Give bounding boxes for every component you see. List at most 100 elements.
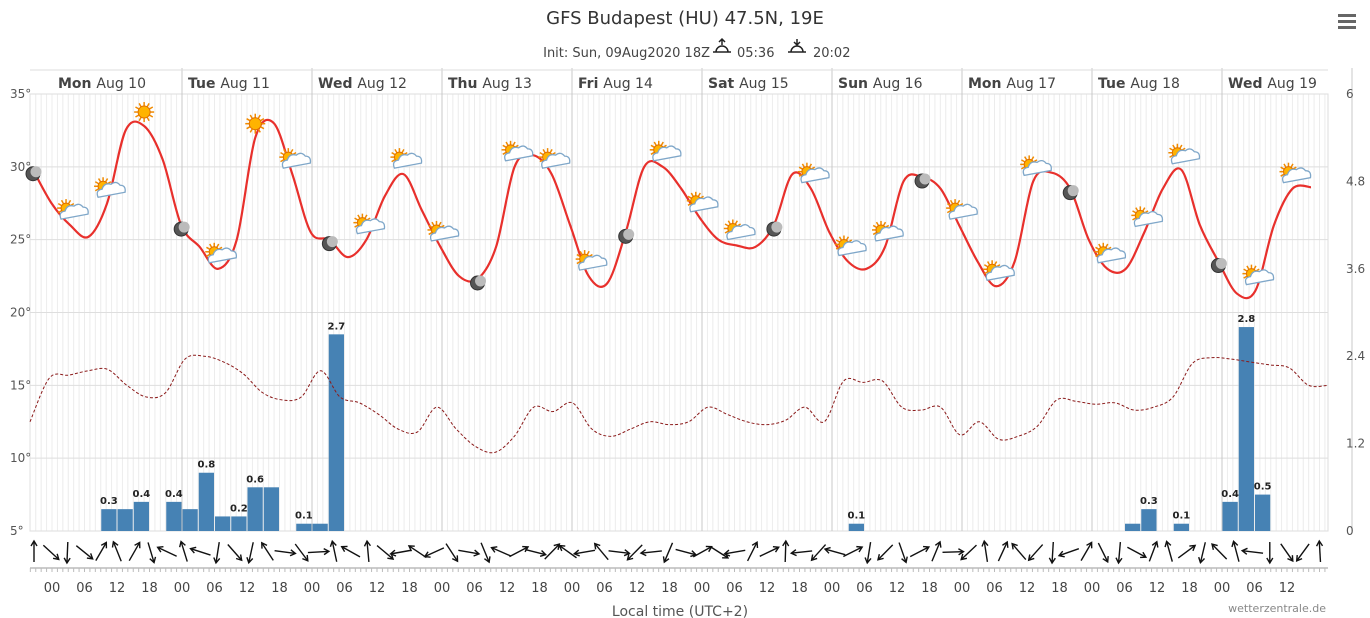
hour-tick-label: 06 — [1246, 581, 1263, 596]
sun-ray — [576, 253, 581, 258]
precip-bar — [848, 523, 864, 531]
wind-head — [329, 539, 337, 547]
wind-shaft — [1280, 543, 1293, 561]
sun-ray — [946, 209, 952, 214]
cloud-shape — [689, 196, 719, 213]
sun-ray — [576, 260, 581, 265]
wind-arrow — [340, 545, 361, 558]
hour-tick-label: 12 — [1279, 581, 1296, 596]
wind-arrow — [480, 542, 491, 564]
wind-arrow — [823, 546, 846, 556]
sun-ray — [727, 220, 731, 225]
weather-night-icon — [766, 221, 783, 237]
wind-head — [323, 548, 331, 556]
precip-bar — [1141, 509, 1157, 531]
sun-ray — [1021, 166, 1026, 170]
sun-ray — [135, 106, 140, 110]
weather-day-icon — [538, 148, 571, 169]
sun-ray — [1172, 144, 1176, 149]
precip-value-label: 0.2 — [230, 503, 248, 514]
wind-head — [751, 540, 759, 549]
hour-tick-label: 12 — [889, 581, 906, 596]
wind-arrow — [147, 542, 157, 564]
wind-head — [100, 541, 108, 549]
sun-ray — [539, 151, 544, 156]
precip-bar — [133, 501, 149, 531]
precip-bar — [231, 516, 247, 531]
precip-value-label: 2.7 — [328, 321, 346, 332]
sun-ray — [67, 199, 72, 205]
sun-ray — [1290, 163, 1294, 168]
wind-arrow — [389, 549, 412, 557]
wind-shaft — [961, 544, 977, 560]
cloud-shape — [355, 218, 386, 235]
cloud-shape — [985, 264, 1015, 282]
wind-arrow — [75, 545, 94, 560]
wind-head — [593, 542, 601, 550]
wind-shaft — [458, 549, 479, 555]
sun-ray — [280, 158, 285, 163]
wind-head — [178, 540, 186, 548]
sun-ray — [357, 214, 361, 219]
wind-shaft — [825, 548, 846, 556]
sun-ray — [1021, 159, 1026, 163]
precip-bar — [198, 472, 214, 531]
hour-tick-label: 18 — [1051, 581, 1068, 596]
weather-night-icon — [914, 173, 931, 189]
wind-arrow — [42, 544, 60, 561]
day-name: Sat — [708, 76, 739, 92]
wind-shaft — [1028, 544, 1044, 560]
wind-arrow — [782, 539, 790, 563]
hamburger-menu-icon[interactable] — [1338, 14, 1356, 29]
day-label: Sat Aug 15 — [708, 76, 789, 92]
wind-arrow — [1115, 541, 1123, 565]
precip-bar — [1173, 523, 1189, 531]
wind-arrow — [1097, 542, 1109, 564]
precip-value-label: 0.6 — [246, 474, 264, 485]
wind-head — [1240, 547, 1248, 555]
wind-shaft — [608, 550, 629, 554]
wind-arrow — [942, 548, 965, 556]
wind-shaft — [1233, 542, 1240, 562]
cloud-shape — [281, 152, 312, 169]
init-text: Init: Sun, 09Aug2020 18Z — [543, 46, 710, 61]
right-tick-label: 2.4 — [1346, 349, 1365, 363]
wind-arrow — [423, 547, 445, 558]
wind-head — [246, 556, 254, 565]
wind-arrow — [864, 542, 872, 565]
wind-shaft — [931, 542, 941, 562]
wind-arrow — [156, 546, 177, 557]
weather-day-icon — [872, 220, 904, 242]
wind-head — [473, 549, 481, 557]
wind-shaft — [559, 545, 577, 559]
precip-value-label: 0.8 — [198, 460, 216, 471]
temperature-series — [32, 118, 1312, 300]
wind-shaft — [997, 542, 1008, 562]
sun-ray — [512, 141, 516, 146]
wind-arrow — [30, 539, 38, 562]
cloud-shape — [1170, 148, 1201, 165]
sun-ray — [798, 166, 803, 170]
sun-ray — [724, 223, 729, 227]
hour-tick-label: 12 — [499, 581, 516, 596]
cloud-shape — [207, 247, 238, 264]
left-tick-label: 10° — [10, 451, 31, 465]
weather-day-icon — [94, 177, 126, 198]
sun-ray — [146, 103, 150, 108]
wind-shaft — [909, 546, 929, 558]
wind-shaft — [594, 543, 609, 561]
precip-value-label: 0.4 — [133, 489, 151, 500]
dewpoint-line — [29, 354, 1329, 454]
precip-bar — [117, 509, 133, 531]
sun-ray — [845, 236, 850, 241]
wind-head — [1151, 540, 1159, 548]
day-label: Thu Aug 13 — [448, 76, 532, 92]
wind-arrows — [29, 539, 1328, 572]
wind-shaft — [492, 547, 512, 557]
day-date: Aug 11 — [220, 76, 270, 92]
right-axis-precipitation: 6 4.8 3.6 2.4 1.2 0 — [1346, 87, 1365, 538]
wind-arrow — [1127, 546, 1148, 559]
sun-ray — [586, 250, 590, 256]
sun-ray — [401, 148, 405, 154]
sun-ray — [260, 118, 265, 122]
